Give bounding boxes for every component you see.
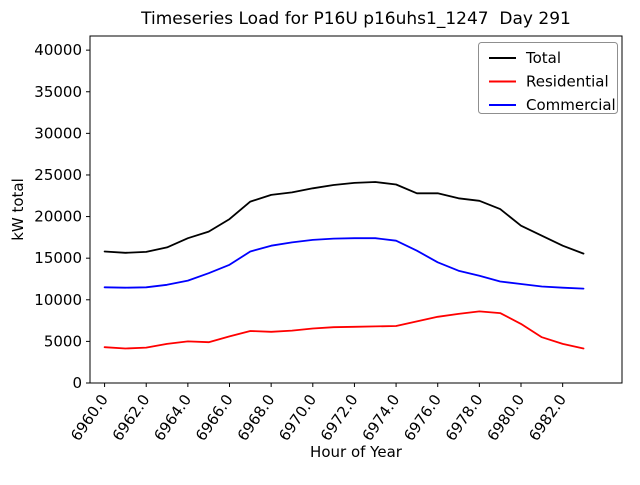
series-line-commercial <box>103 237 585 290</box>
y-tick-label: 0 <box>72 374 82 392</box>
y-axis-ticks: 0 5000 10000 15000 20000 25000 30000 35000 40000 <box>34 41 90 392</box>
x-tick-label: 6968.0 <box>234 391 279 444</box>
legend-label-residential: Residential <box>526 73 609 91</box>
y-tick-label: 15000 <box>34 249 82 267</box>
series-line-residential <box>103 310 585 350</box>
legend-label-commercial: Commercial <box>526 96 616 114</box>
y-tick-label: 40000 <box>34 41 82 59</box>
x-tick-label: 6974.0 <box>359 391 404 444</box>
y-tick-label: 10000 <box>34 291 82 309</box>
x-tick-label: 6966.0 <box>192 391 237 444</box>
x-tick-label: 6976.0 <box>400 391 445 444</box>
series-lines <box>103 181 585 350</box>
y-tick-label: 25000 <box>34 166 82 184</box>
x-tick-label: 6980.0 <box>483 391 528 444</box>
x-tick-label: 6970.0 <box>275 391 320 444</box>
legend-label-total: Total <box>525 49 561 67</box>
x-tick-label: 6972.0 <box>317 391 362 444</box>
x-axis-label: Hour of Year <box>310 443 403 461</box>
legend: Total Residential Commercial <box>478 42 618 114</box>
y-tick-label: 5000 <box>44 332 82 350</box>
x-axis-ticks: 6960.06962.06964.06966.06968.06970.06972… <box>67 383 570 444</box>
y-axis-label: kW total <box>9 178 27 241</box>
y-tick-label: 30000 <box>34 124 82 142</box>
x-tick-label: 6960.0 <box>67 391 112 444</box>
y-tick-label: 35000 <box>34 83 82 101</box>
legend-box <box>478 42 618 114</box>
series-line-total <box>103 181 585 255</box>
x-tick-label: 6982.0 <box>525 391 570 444</box>
y-tick-label: 20000 <box>34 208 82 226</box>
chart-title: Timeseries Load for P16U p16uhs1_1247 Da… <box>140 9 571 29</box>
x-tick-label: 6962.0 <box>109 391 154 444</box>
x-tick-label: 6964.0 <box>150 391 195 444</box>
x-tick-label: 6978.0 <box>442 391 487 444</box>
